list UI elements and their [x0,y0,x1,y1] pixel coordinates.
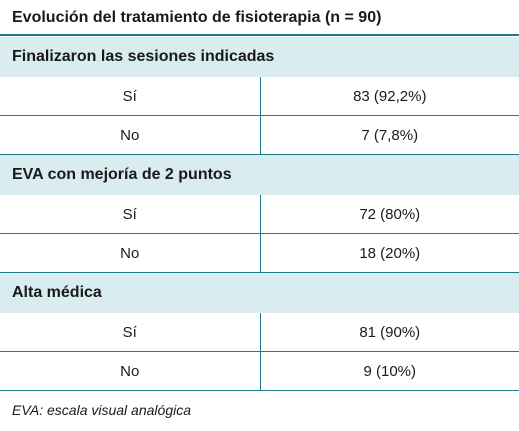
table-row: No 9 (10%) [0,351,519,391]
row-label: No [0,351,261,391]
row-value: 83 (92,2%) [260,77,519,116]
table-row: Sí 72 (80%) [0,195,519,234]
table-row: No 18 (20%) [0,233,519,273]
row-label: Sí [0,77,261,116]
row-label: Sí [0,195,261,234]
results-table: Finalizaron las sesiones indicadas Sí 83… [0,36,519,391]
section-header-finalizaron: Finalizaron las sesiones indicadas [0,36,519,77]
section-header-eva: EVA con mejoría de 2 puntos [0,154,519,195]
row-label: Sí [0,313,261,352]
table-row: No 7 (7,8%) [0,115,519,155]
row-value: 81 (90%) [260,313,519,352]
row-value: 9 (10%) [260,351,519,391]
table-row: Sí 81 (90%) [0,313,519,352]
section-heading: Finalizaron las sesiones indicadas [0,36,519,77]
row-value: 72 (80%) [260,195,519,234]
section-heading: EVA con mejoría de 2 puntos [0,154,519,195]
table-title: Evolución del tratamiento de fisioterapi… [0,0,519,36]
footnote: EVA: escala visual analógica [12,402,191,418]
row-value: 18 (20%) [260,233,519,273]
section-heading: Alta médica [0,272,519,313]
table-row: Sí 83 (92,2%) [0,77,519,116]
row-label: No [0,233,261,273]
row-label: No [0,115,261,155]
row-value: 7 (7,8%) [260,115,519,155]
section-header-alta: Alta médica [0,272,519,313]
